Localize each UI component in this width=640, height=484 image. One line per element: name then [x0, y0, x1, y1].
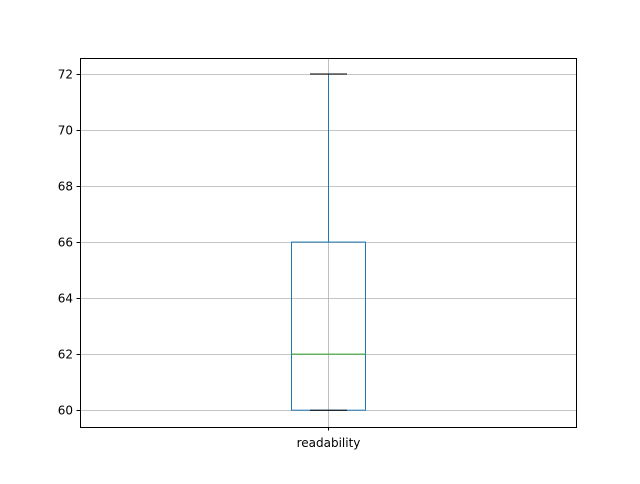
boxes	[291, 73, 366, 411]
x-axis: readability	[297, 427, 361, 450]
y-tick-label: 68	[58, 180, 73, 194]
y-tick-label: 62	[58, 348, 73, 362]
y-tick-label: 66	[58, 236, 73, 250]
y-tick-label: 60	[58, 404, 73, 418]
y-tick-label: 70	[58, 124, 73, 138]
y-tick-label: 72	[58, 68, 73, 82]
y-axis: 60 62 64 66 68 70 72	[58, 68, 80, 418]
y-tick-label: 64	[58, 292, 73, 306]
x-tick-label: readability	[297, 436, 361, 450]
